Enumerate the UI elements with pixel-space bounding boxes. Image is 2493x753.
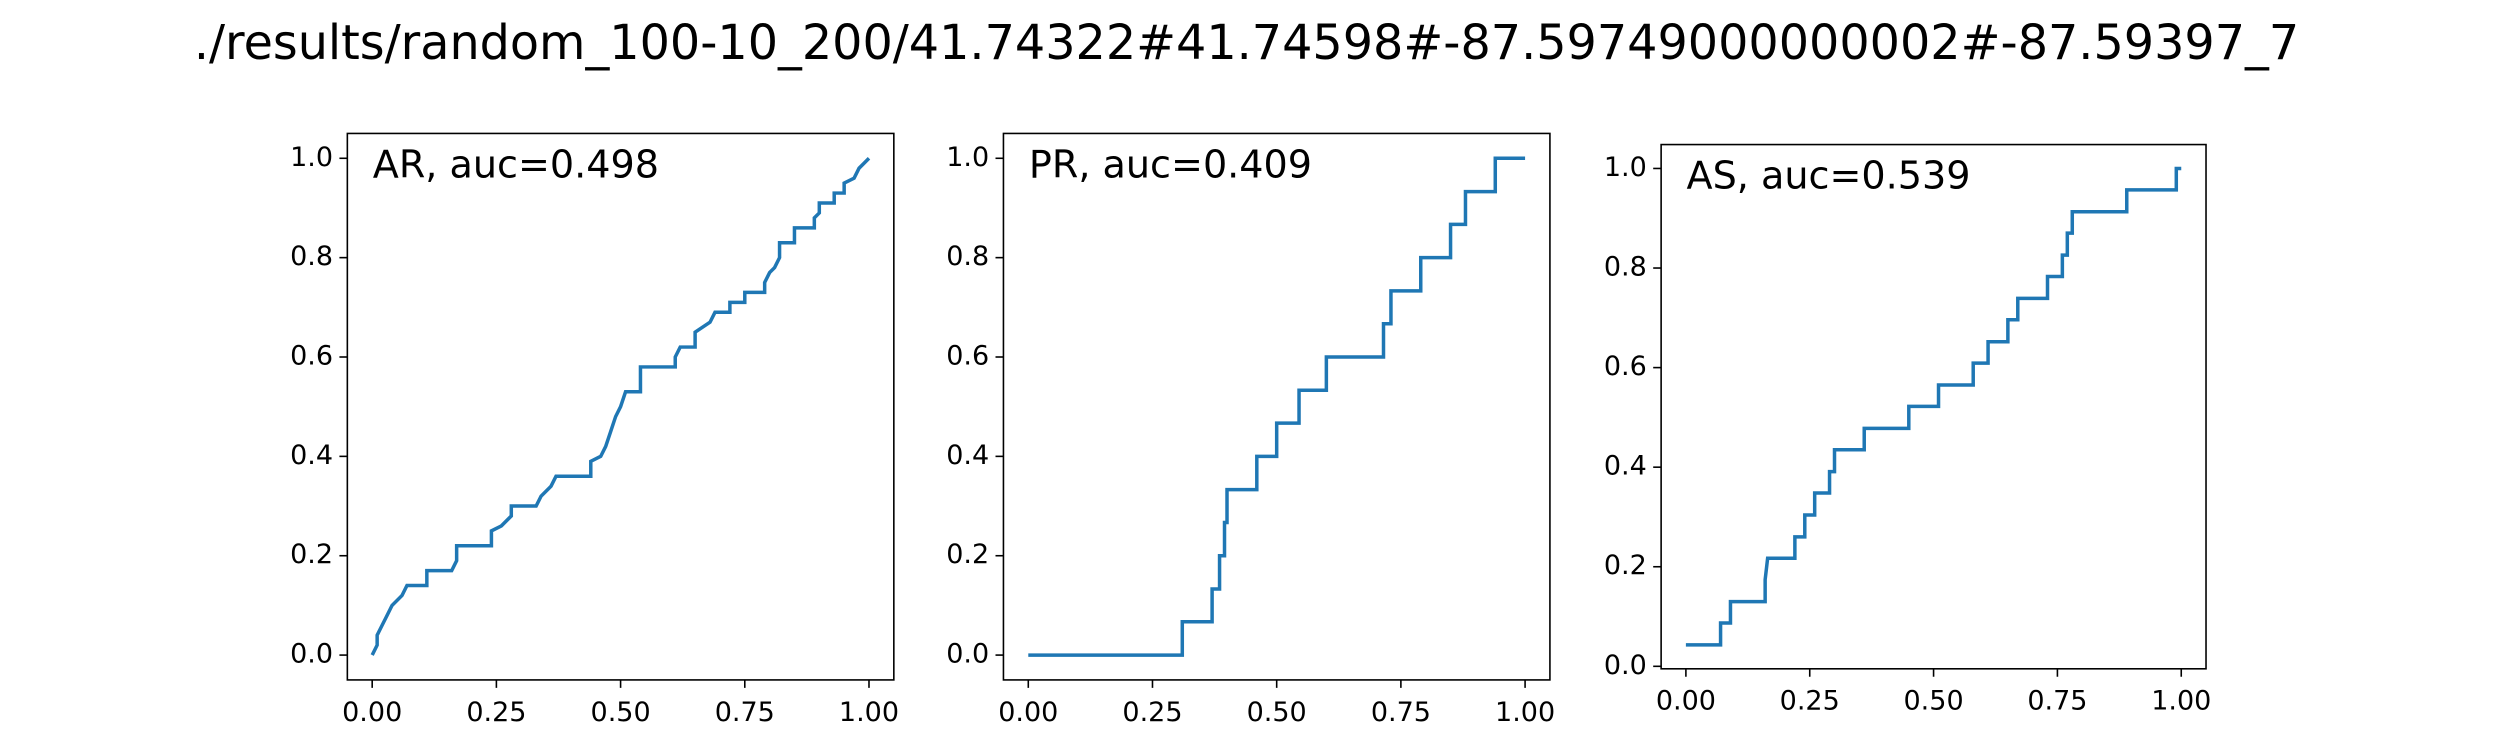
- y-tick-label: 0.8: [1604, 252, 1647, 283]
- y-tick-label: 0.8: [946, 241, 989, 272]
- y-tick-label: 0.2: [290, 539, 333, 570]
- y-tick-label: 0.4: [1604, 451, 1647, 482]
- x-tick-label: 0.75: [1371, 697, 1431, 728]
- x-tick-label: 0.25: [466, 697, 526, 728]
- y-tick-label: 0.2: [1604, 550, 1647, 581]
- y-tick-label: 0.2: [946, 539, 989, 570]
- x-tick-label: 0.00: [998, 697, 1058, 728]
- x-tick-label: 1.00: [2151, 686, 2211, 717]
- x-tick-label: 0.50: [1904, 686, 1964, 717]
- x-tick-label: 0.00: [1656, 686, 1716, 717]
- x-tick-label: 1.00: [1495, 697, 1555, 728]
- y-tick-label: 1.0: [1604, 152, 1647, 183]
- x-tick-label: 0.50: [591, 697, 651, 728]
- x-tick-label: 0.75: [2027, 686, 2087, 717]
- y-tick-label: 0.6: [1604, 351, 1647, 382]
- y-tick-label: 0.0: [1604, 650, 1647, 681]
- annotation: AR, auc=0.498: [373, 142, 659, 186]
- y-tick-label: 0.4: [946, 440, 989, 471]
- y-tick-label: 1.0: [946, 142, 989, 173]
- x-tick-label: 0.25: [1780, 686, 1840, 717]
- annotation: AS, auc=0.539: [1687, 153, 1971, 197]
- y-tick-label: 0.0: [290, 639, 333, 670]
- roc-curve: [370, 157, 871, 656]
- y-tick-label: 0.4: [290, 440, 333, 471]
- x-tick-label: 0.75: [715, 697, 775, 728]
- y-tick-label: 0.6: [946, 341, 989, 372]
- axes-frame: [1660, 143, 2207, 670]
- y-tick-label: 1.0: [290, 142, 333, 173]
- annotation: PR, auc=0.409: [1029, 142, 1312, 186]
- roc-curve: [1028, 156, 1526, 657]
- y-tick-label: 0.6: [290, 341, 333, 372]
- figure-title: ./results/random_100-10_200/41.74322#41.…: [194, 16, 2299, 71]
- y-tick-label: 0.8: [290, 241, 333, 272]
- axes-frame: [1002, 132, 1551, 681]
- y-tick-label: 0.0: [946, 639, 989, 670]
- x-tick-label: 1.00: [839, 697, 899, 728]
- roc-curve: [1685, 166, 2182, 647]
- x-tick-label: 0.50: [1247, 697, 1307, 728]
- x-tick-label: 0.25: [1122, 697, 1182, 728]
- axes-frame: [346, 132, 895, 681]
- x-tick-label: 0.00: [342, 697, 402, 728]
